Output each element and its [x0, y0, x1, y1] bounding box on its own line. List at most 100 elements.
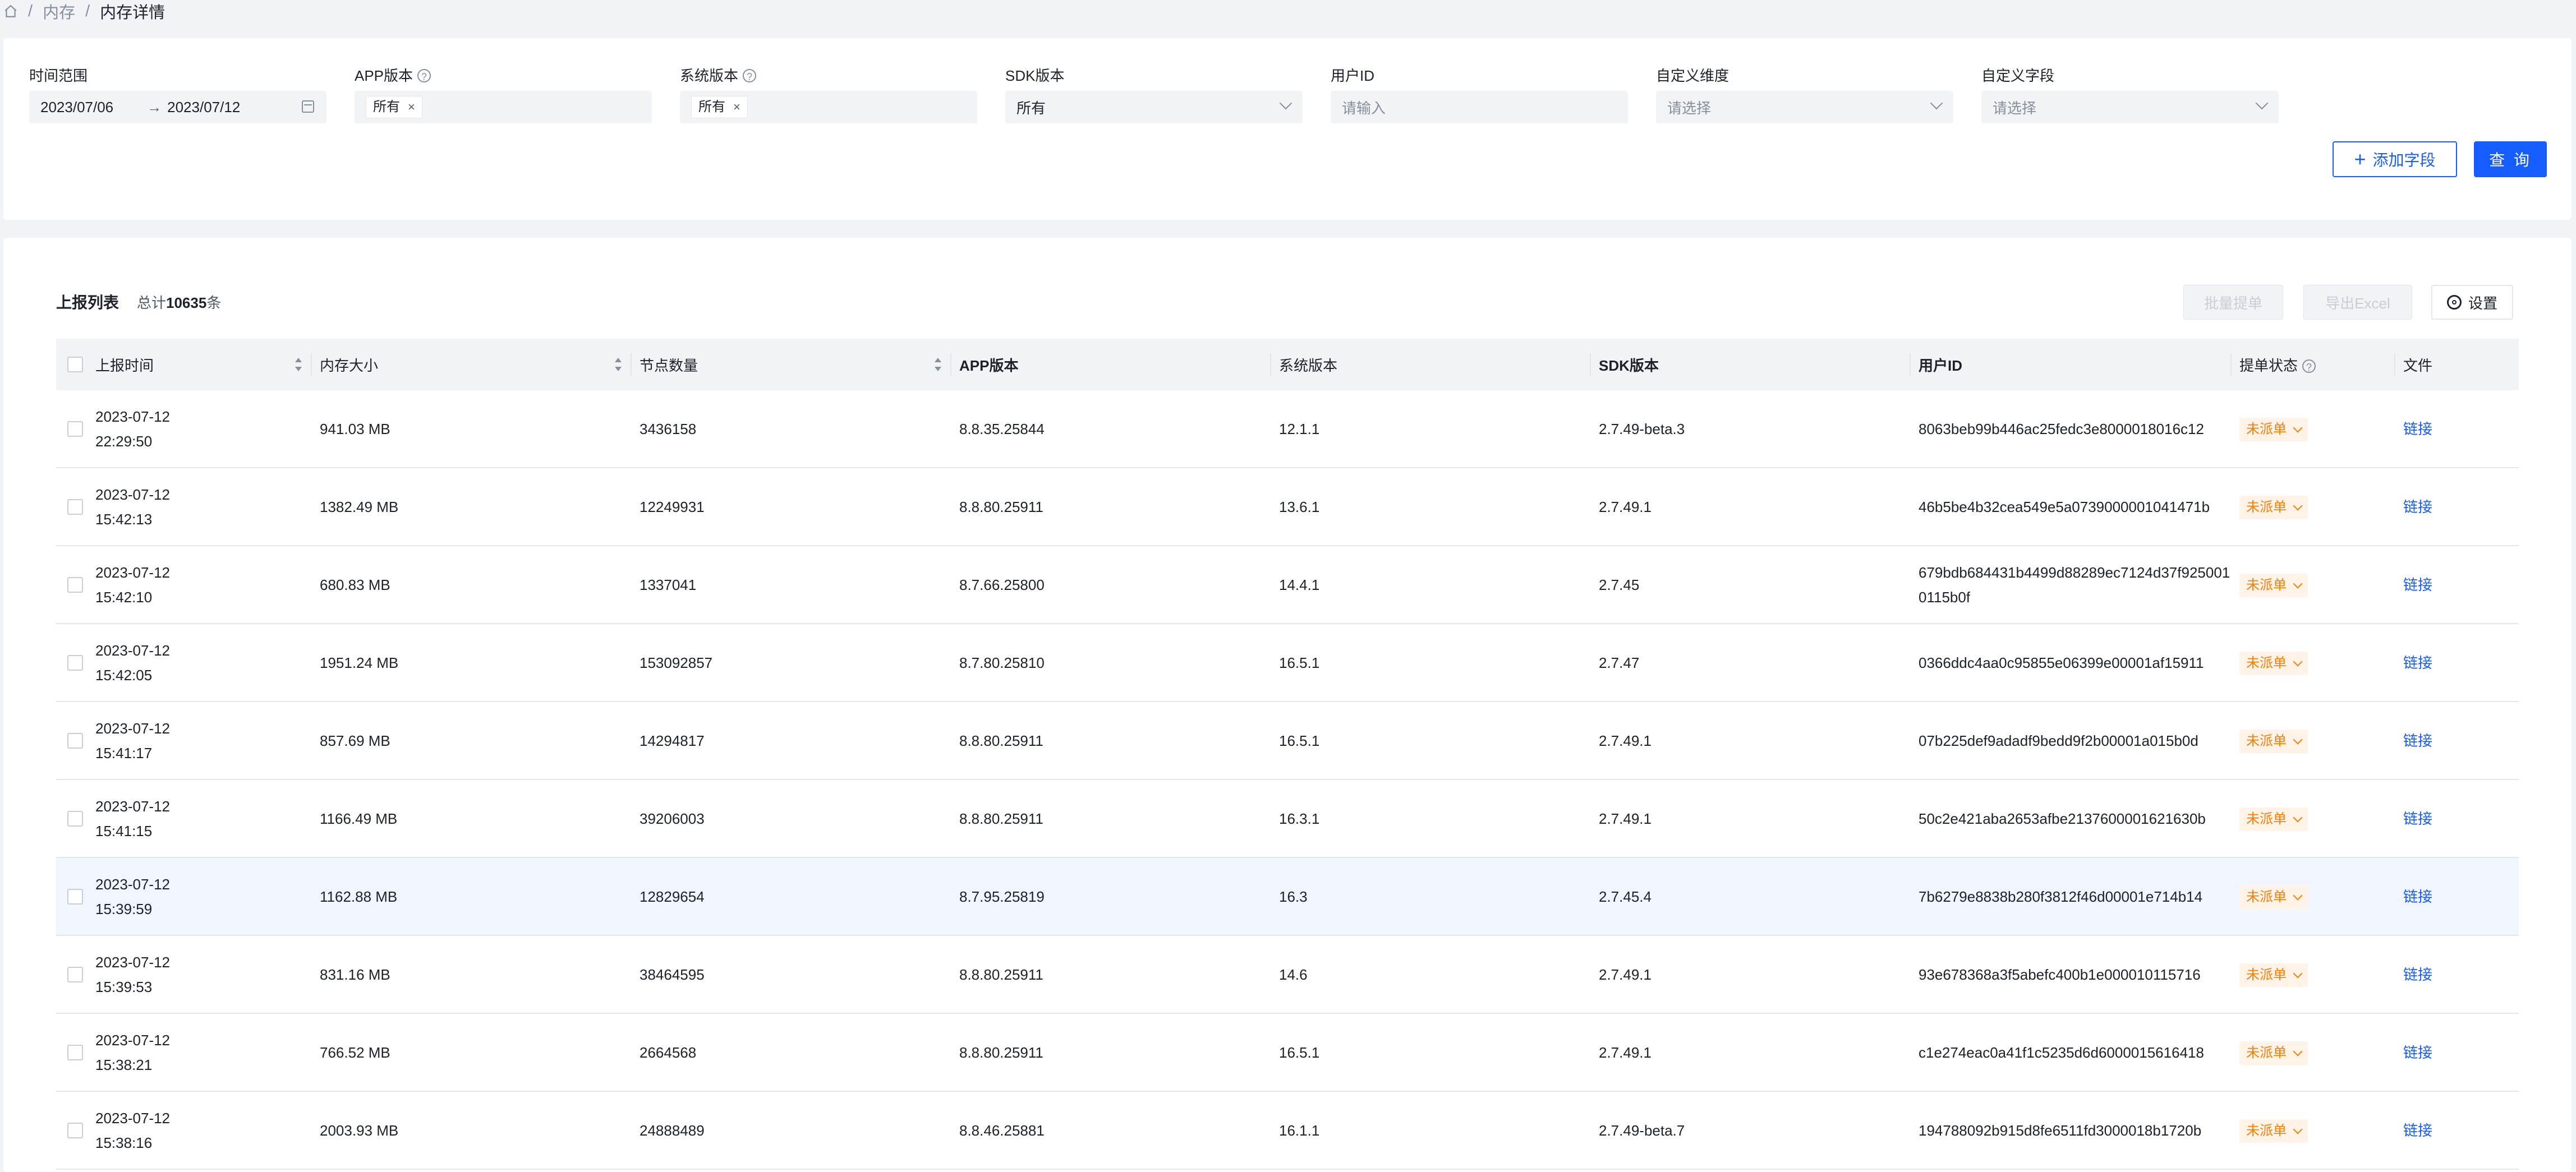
status-dropdown[interactable]: 未派单: [2239, 496, 2308, 519]
col-app-version: APP版本: [951, 339, 1271, 390]
sdk-version-select[interactable]: 所有: [1005, 91, 1303, 123]
report-time: 15:41:15: [95, 822, 153, 839]
file-link[interactable]: 链接: [2403, 498, 2433, 515]
table-row[interactable]: 2023-07-12 15:41:17 857.69 MB 14294817 8.8.8…: [56, 702, 2519, 780]
file-link[interactable]: 链接: [2403, 420, 2433, 437]
status-dropdown[interactable]: 未派单: [2239, 808, 2308, 831]
file-cell: 链接: [2395, 779, 2519, 858]
report-time: 15:38:16: [95, 1134, 153, 1151]
file-link[interactable]: 链接: [2403, 1044, 2433, 1061]
custom-dimension-label: 自定义维度: [1656, 67, 1729, 84]
tag-label: 所有: [373, 99, 400, 114]
row-checkbox[interactable]: [67, 732, 83, 749]
batch-submit-button[interactable]: 批量提单: [2183, 285, 2283, 320]
settings-button[interactable]: 设置: [2431, 285, 2513, 320]
date-start[interactable]: 2023/07/06: [40, 98, 114, 116]
report-time-cell: 2023-07-12 15:42:13: [88, 468, 312, 546]
app-version-cell: 8.8.80.25911: [951, 1013, 1271, 1092]
date-end[interactable]: 2023/07/12: [167, 98, 241, 116]
row-checkbox[interactable]: [67, 888, 83, 905]
table-row[interactable]: 2023-07-12 15:39:59 1162.88 MB 12829654 8.7.…: [56, 857, 2519, 936]
row-checkbox[interactable]: [67, 966, 83, 982]
custom-dimension-select[interactable]: 请选择: [1656, 91, 1953, 123]
breadcrumb-item-memory[interactable]: 内存: [43, 4, 76, 22]
file-link[interactable]: 链接: [2403, 1122, 2433, 1139]
file-link[interactable]: 链接: [2403, 888, 2433, 905]
node-count-cell: 153092857: [632, 624, 951, 702]
os-version-cell: 16.5.1: [1271, 702, 1591, 780]
status-dropdown[interactable]: 未派单: [2239, 1041, 2308, 1065]
user-id-cell: 07b225def9adadf9bedd9f2b00001a015b0d: [1911, 702, 2232, 780]
col-memory-size[interactable]: 内存大小: [312, 339, 632, 390]
row-checkbox[interactable]: [67, 1122, 83, 1138]
table-row[interactable]: 2023-07-12 15:41:15 1166.49 MB 39206003 8.8.…: [56, 779, 2519, 858]
app-version-cell: 8.8.80.25911: [951, 935, 1271, 1014]
row-checkbox[interactable]: [67, 810, 83, 827]
status-dropdown[interactable]: 未派单: [2239, 730, 2308, 753]
export-excel-button[interactable]: 导出Excel: [2303, 285, 2412, 320]
sort-icon[interactable]: [295, 358, 302, 371]
report-time: 15:42:13: [95, 510, 153, 528]
app-version-cell: 8.8.80.25911: [951, 468, 1271, 546]
node-count-cell: 39206003: [632, 779, 951, 858]
tag-close-icon[interactable]: ×: [408, 100, 415, 114]
select-all-checkbox[interactable]: [67, 357, 83, 372]
calendar-icon[interactable]: [302, 100, 314, 113]
help-icon[interactable]: ?: [2302, 359, 2316, 373]
custom-field-select[interactable]: 请选择: [1981, 91, 2279, 123]
table-row[interactable]: 2023-07-12 15:38:21 766.52 MB 2664568 8.8.80…: [56, 1013, 2519, 1092]
date-range-picker[interactable]: 2023/07/06 → 2023/07/12: [29, 91, 326, 123]
status-dropdown[interactable]: 未派单: [2239, 652, 2308, 675]
app-version-select[interactable]: 所有 ×: [355, 91, 652, 123]
table-row[interactable]: 2023-07-12 15:38:16 2003.93 MB 24888489 8.8.…: [56, 1091, 2519, 1170]
os-version-select[interactable]: 所有 ×: [680, 91, 977, 123]
file-cell: 链接: [2395, 702, 2519, 780]
sort-icon[interactable]: [615, 358, 622, 371]
file-link[interactable]: 链接: [2403, 810, 2433, 827]
tag-close-icon[interactable]: ×: [733, 100, 740, 114]
query-button[interactable]: 查 询: [2474, 141, 2547, 177]
os-version-cell: 12.1.1: [1271, 390, 1591, 468]
status-dropdown[interactable]: 未派单: [2239, 574, 2308, 597]
report-time-cell: 2023-07-12 15:39:53: [88, 935, 312, 1014]
file-cell: 链接: [2395, 390, 2519, 468]
table-row[interactable]: 2023-07-12 15:39:53 831.16 MB 38464595 8.8.8…: [56, 935, 2519, 1014]
table-row[interactable]: 2023-07-12 15:42:13 1382.49 MB 12249931 8.8.…: [56, 468, 2519, 546]
sdk-version-value: 所有: [1016, 99, 1046, 117]
file-link[interactable]: 链接: [2403, 966, 2433, 983]
table-row[interactable]: 2023-07-12 15:42:10 680.83 MB 1337041 8.7.66…: [56, 546, 2519, 624]
report-date: 2023-07-12: [95, 719, 170, 737]
row-checkbox[interactable]: [67, 654, 83, 671]
row-checkbox[interactable]: [67, 576, 83, 593]
user-id-input[interactable]: 请输入: [1331, 91, 1628, 123]
custom-field-field: 自定义字段 请选择: [1981, 66, 2279, 123]
row-checkbox[interactable]: [67, 499, 83, 515]
total-prefix: 总计: [137, 294, 167, 311]
report-time-cell: 2023-07-12 15:39:59: [88, 857, 312, 936]
help-icon[interactable]: ?: [417, 69, 431, 82]
table-row[interactable]: 2023-07-12 22:29:50 941.03 MB 3436158 8.8.35…: [56, 390, 2519, 468]
sdk-version-cell: 2.7.49.1: [1591, 935, 1911, 1014]
col-report-time[interactable]: 上报时间: [88, 339, 312, 390]
home-icon[interactable]: [3, 4, 18, 19]
row-checkbox[interactable]: [67, 1044, 83, 1060]
status-dropdown[interactable]: 未派单: [2239, 418, 2308, 441]
settings-label: 设置: [2468, 294, 2497, 312]
filter-panel: 时间范围 2023/07/06 → 2023/07/12 APP版本 ? 所有 …: [3, 38, 2572, 220]
col-node-count[interactable]: 节点数量: [632, 339, 951, 390]
status-dropdown[interactable]: 未派单: [2239, 1119, 2308, 1143]
status-dropdown[interactable]: 未派单: [2239, 963, 2308, 987]
table-row[interactable]: 2023-07-12 15:42:05 1951.24 MB 153092857 8.7…: [56, 624, 2519, 702]
help-icon[interactable]: ?: [743, 69, 757, 82]
file-link[interactable]: 链接: [2403, 732, 2433, 749]
sort-icon[interactable]: [935, 358, 941, 371]
file-link[interactable]: 链接: [2403, 654, 2433, 671]
status-label: 未派单: [2246, 422, 2287, 437]
file-link[interactable]: 链接: [2403, 576, 2433, 593]
row-checkbox[interactable]: [67, 421, 83, 437]
sdk-version-field: SDK版本 所有: [1005, 66, 1303, 123]
app-version-cell: 8.7.80.25810: [951, 624, 1271, 702]
status-dropdown[interactable]: 未派单: [2239, 885, 2308, 909]
add-field-button[interactable]: + 添加字段: [2333, 141, 2457, 177]
user-id-cell: 50c2e421aba2653afbe2137600001621630b: [1911, 779, 2232, 858]
